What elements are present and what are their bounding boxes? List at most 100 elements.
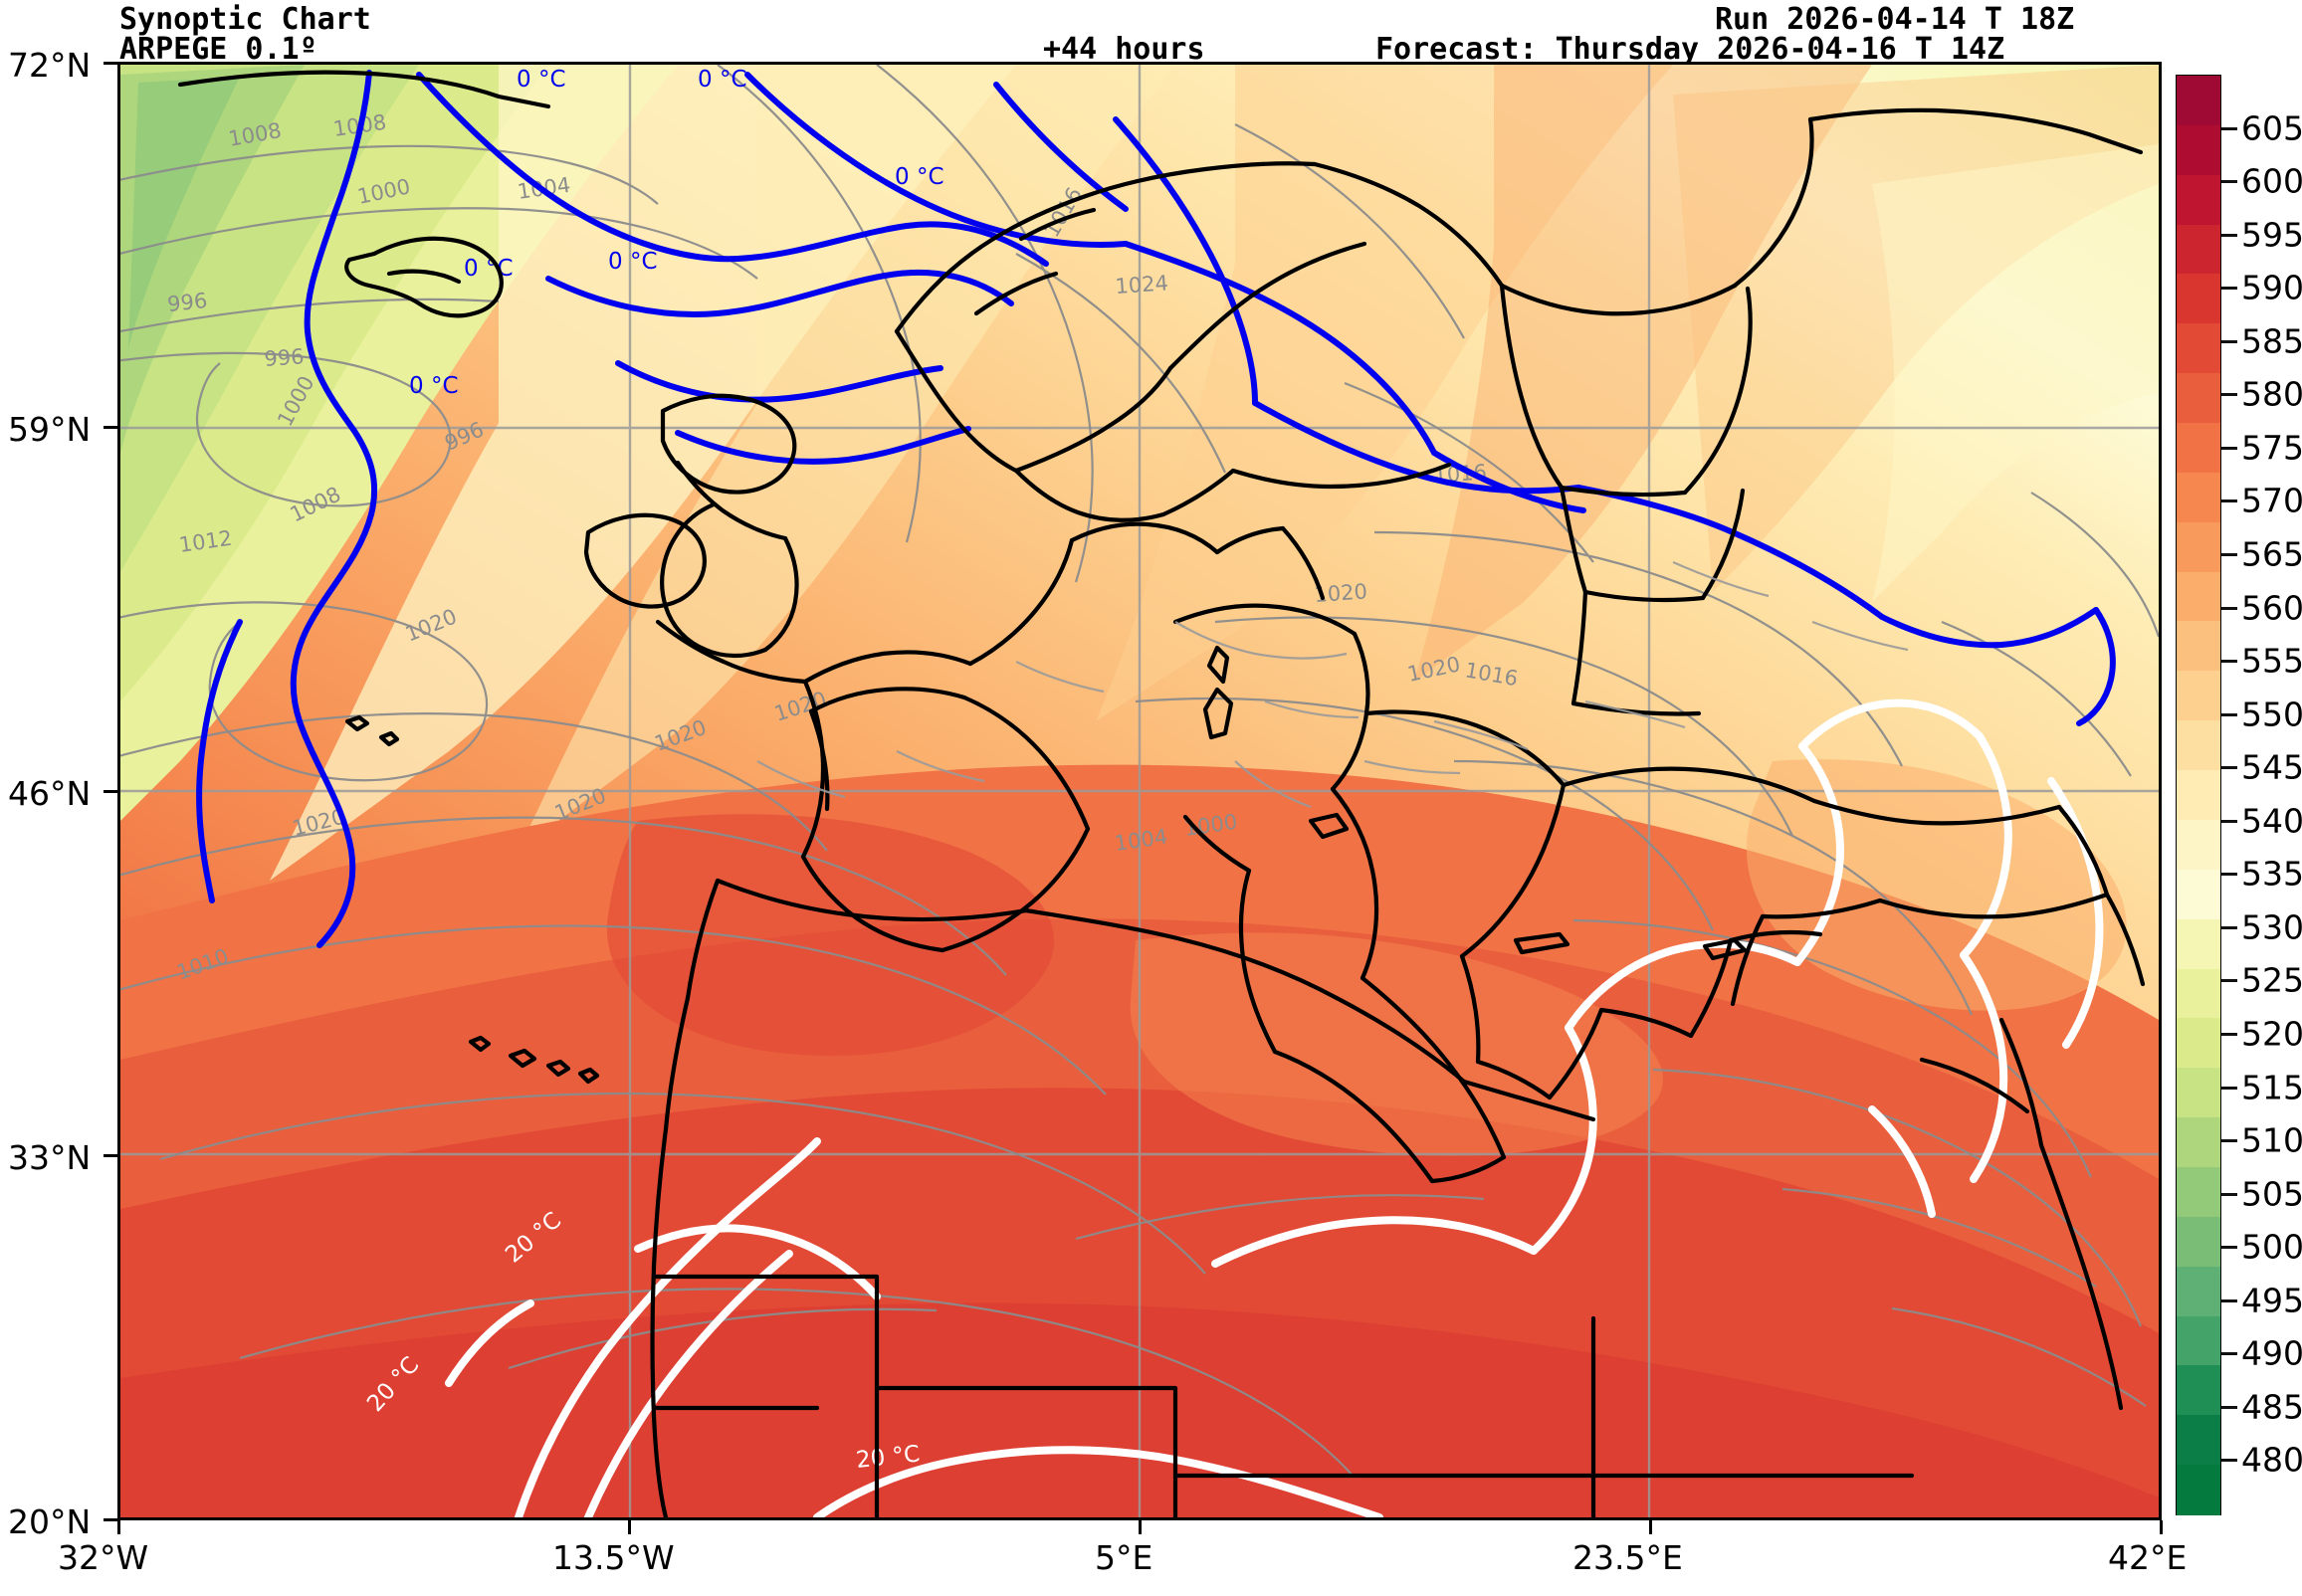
colorbar-band (2177, 1068, 2220, 1118)
colorbar-tick (2221, 1246, 2237, 1250)
svg-text:996: 996 (264, 344, 306, 371)
x-tick (2160, 1520, 2163, 1534)
colorbar-tick-label: 540 (2241, 801, 2302, 841)
svg-text:0 °C: 0 °C (517, 67, 566, 93)
svg-text:0 °C: 0 °C (895, 164, 944, 190)
colorbar-tick (2221, 660, 2237, 664)
colorbar-band (2177, 968, 2220, 1019)
colorbar-band (2177, 770, 2220, 821)
y-tick (104, 1154, 117, 1157)
colorbar-tick (2221, 766, 2237, 770)
y-tick-label: 20°N (8, 1502, 92, 1541)
colorbar-band (2177, 1415, 2220, 1466)
forecast-time-label: Forecast: Thursday 2026-04-16 T 14Z (1375, 32, 2005, 67)
model-label: ARPEGE 0.1º (119, 32, 317, 67)
colorbar-tick (2221, 287, 2237, 291)
isobar-contours (120, 65, 2159, 1479)
x-tick-label: 5°E (1095, 1538, 1153, 1577)
colorbar-tick (2221, 446, 2237, 450)
svg-text:996: 996 (166, 289, 208, 316)
svg-text:1024: 1024 (1115, 271, 1169, 299)
colorbar-band (2177, 1117, 2220, 1168)
colorbar-tick-label: 585 (2241, 321, 2302, 361)
colorbar-band (2177, 373, 2220, 424)
colorbar-band (2177, 423, 2220, 474)
x-tick-label: 32°W (58, 1538, 149, 1577)
colorbar-tick (2221, 606, 2237, 610)
colorbar-band (2177, 621, 2220, 672)
colorbar-band (2177, 1216, 2220, 1268)
colorbar-tick (2221, 339, 2237, 343)
colorbar-tick-label: 560 (2241, 588, 2302, 628)
colorbar-tick-label: 520 (2241, 1014, 2302, 1054)
y-tick (104, 426, 117, 429)
svg-text:0 °C: 0 °C (608, 249, 658, 275)
colorbar-tick (2221, 873, 2237, 877)
colorbar-tick (2221, 712, 2237, 716)
internal-borders (756, 560, 1909, 809)
colorbar-tick (2221, 1139, 2237, 1143)
colorbar-tick (2221, 819, 2237, 823)
svg-text:0 °C: 0 °C (698, 67, 747, 93)
colorbar-tick (2221, 499, 2237, 503)
colorbar[interactable] (2176, 75, 2221, 1515)
run-time-label: Run 2026-04-14 T 18Z (1715, 2, 2075, 37)
colorbar-tick (2221, 180, 2237, 184)
y-tick-label: 72°N (8, 46, 92, 85)
colorbar-tick (2221, 553, 2237, 556)
x-tick (117, 1520, 120, 1534)
colorbar-band (2177, 571, 2220, 623)
colorbar-band (2177, 1315, 2220, 1366)
colorbar-tick (2221, 1352, 2237, 1356)
colorbar-band (2177, 521, 2220, 573)
colorbar-band (2177, 1166, 2220, 1218)
colorbar-band (2177, 1465, 2220, 1515)
zero-degree-isotherm (196, 70, 2116, 948)
colorbar-band (2177, 819, 2220, 871)
colorbar-tick-label: 575 (2241, 428, 2302, 468)
colorbar-tick (2221, 979, 2237, 983)
svg-text:0 °C: 0 °C (409, 373, 459, 399)
y-tick-label: 46°N (8, 774, 92, 813)
colorbar-band (2177, 76, 2220, 126)
zero-degree-isotherm-labels: 0 °C 0 °C 0 °C 0 °C 0 °C 0 °C (409, 67, 944, 399)
colorbar-tick (2221, 1459, 2237, 1463)
x-tick-label: 42°E (2108, 1538, 2188, 1577)
colorbar-tick-label: 555 (2241, 641, 2302, 681)
colorbar-tick-label: 605 (2241, 108, 2302, 148)
colorbar-tick-label: 580 (2241, 374, 2302, 414)
colorbar-tick-label: 485 (2241, 1387, 2302, 1427)
lead-time-label: +44 hours (1043, 32, 1205, 67)
y-tick-label: 33°N (8, 1138, 92, 1177)
colorbar-tick-label: 515 (2241, 1068, 2302, 1107)
colorbar-tick-label: 570 (2241, 481, 2302, 520)
colorbar-tick-label: 590 (2241, 268, 2302, 307)
colorbar-band (2177, 720, 2220, 771)
colorbar-tick (2221, 1405, 2237, 1409)
x-tick-label: 23.5°E (1572, 1538, 1683, 1577)
x-tick (1139, 1520, 1142, 1534)
colorbar-tick-label: 530 (2241, 907, 2302, 947)
colorbar-band (2177, 274, 2220, 324)
colorbar-tick-label: 495 (2241, 1281, 2302, 1320)
colorbar-tick-label: 525 (2241, 960, 2302, 1000)
page-title: Synoptic Chart (119, 2, 371, 37)
colorbar-tick-label: 500 (2241, 1227, 2302, 1267)
colorbar-band (2177, 323, 2220, 374)
graticule (120, 65, 2159, 1517)
twenty-degree-isotherm (445, 698, 2104, 1517)
colorbar-tick (2221, 1192, 2237, 1196)
colorbar-tick-label: 510 (2241, 1120, 2302, 1160)
colorbar-tick (2221, 1086, 2237, 1090)
colorbar-band (2177, 224, 2220, 276)
colorbar-band (2177, 918, 2220, 970)
colorbar-tick-label: 490 (2241, 1333, 2302, 1373)
y-tick-label: 59°N (8, 410, 92, 449)
x-tick (628, 1520, 631, 1534)
colorbar-tick-label: 545 (2241, 747, 2302, 787)
colorbar-tick-label: 535 (2241, 854, 2302, 894)
map-plot-area[interactable]: 996 996 996 1008 1008 1000 1000 1004 100… (117, 62, 2162, 1520)
x-tick (1649, 1520, 1652, 1534)
y-tick (104, 790, 117, 793)
